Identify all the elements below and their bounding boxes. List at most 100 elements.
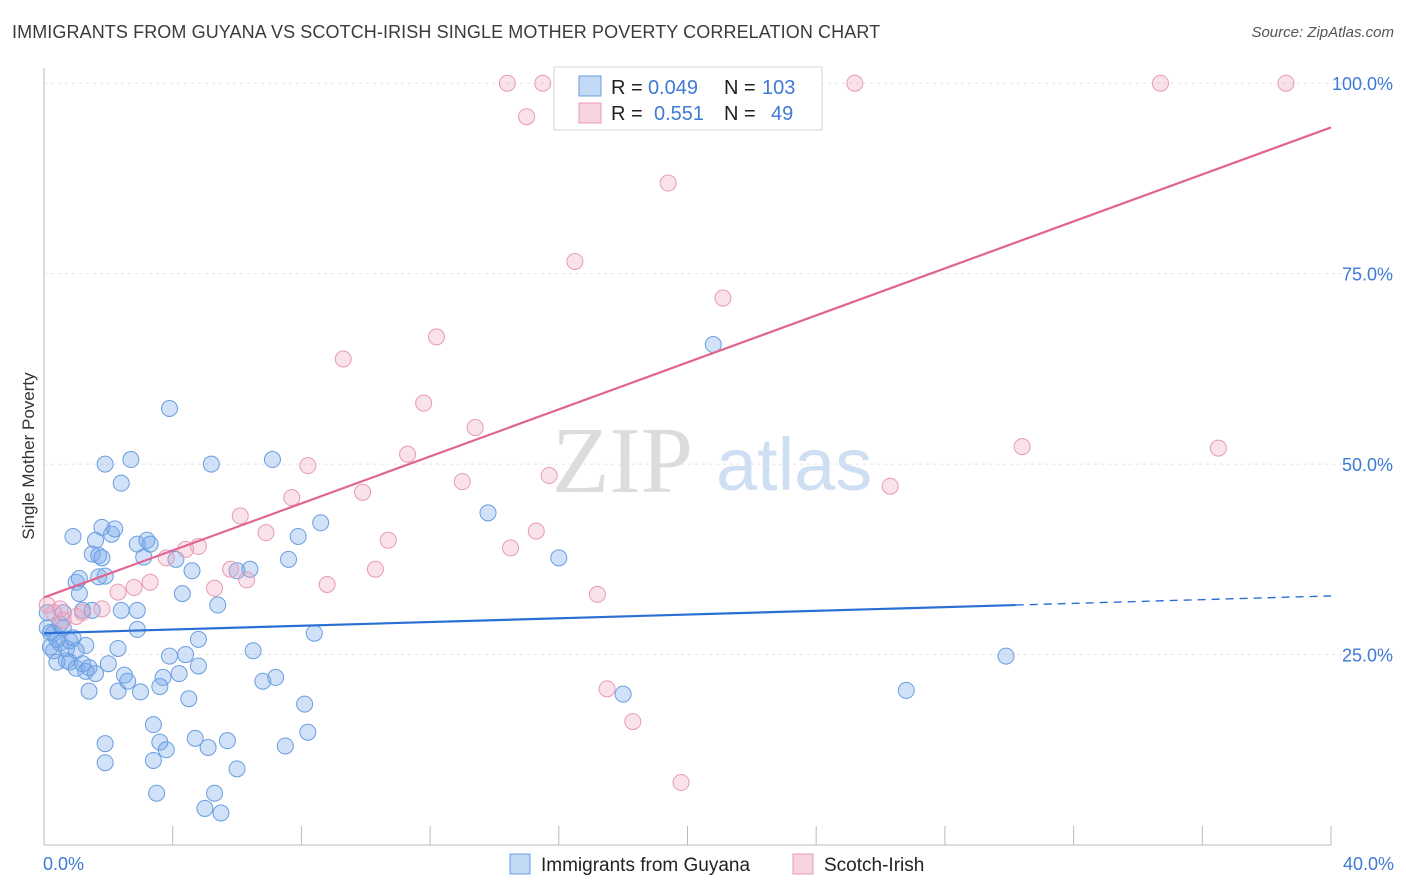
guyana-point-98 bbox=[99, 655, 117, 673]
scotch-irish-point-33 bbox=[527, 522, 545, 540]
guyana-point-102 bbox=[67, 642, 85, 660]
guyana-point-91 bbox=[614, 685, 632, 703]
scotch-irish-point-29 bbox=[466, 419, 484, 437]
legend-frame bbox=[553, 66, 823, 131]
scotch-irish-point-31 bbox=[502, 539, 520, 557]
chart-source: Source: ZipAtlas.com bbox=[1251, 24, 1394, 41]
scotch-irish-point-17 bbox=[257, 524, 275, 542]
scotch-irish-point-2 bbox=[51, 600, 69, 618]
trendline-guyana-extension bbox=[1015, 595, 1332, 606]
guyana-point-74 bbox=[212, 804, 230, 822]
guyana-point-25 bbox=[83, 545, 101, 563]
y-tick-labels: 100.0% 75.0% 50.0% 25.0% bbox=[1332, 74, 1393, 665]
scotch-irish-point-42 bbox=[714, 289, 732, 307]
scotch-irish-point-46 bbox=[1151, 74, 1169, 92]
guyana-point-66 bbox=[186, 729, 204, 747]
guyana-point-87 bbox=[305, 624, 323, 642]
bottom-legend-swatch-scotch-irish bbox=[792, 853, 814, 875]
guyana-point-14 bbox=[64, 527, 82, 545]
scotch-irish-point-47 bbox=[1209, 439, 1227, 457]
scotch-irish-point-24 bbox=[379, 531, 397, 549]
scotch-irish-point-7 bbox=[109, 583, 127, 601]
guyana-point-84 bbox=[289, 527, 307, 545]
scotch-irish-point-37 bbox=[588, 585, 606, 603]
guyana-point-73 bbox=[209, 596, 227, 614]
guyana-point-31 bbox=[93, 518, 111, 536]
guyana-point-47 bbox=[128, 601, 146, 619]
scotch-irish-point-18 bbox=[283, 489, 301, 507]
legend-r-value-guyana: 0.049 bbox=[648, 77, 698, 99]
scotch-irish-point-39 bbox=[624, 713, 642, 731]
guyana-point-94 bbox=[997, 647, 1015, 665]
scotch-irish-point-6 bbox=[93, 600, 111, 618]
scotch-irish-point-19 bbox=[299, 457, 317, 475]
guyana-point-29 bbox=[90, 547, 108, 565]
scotch-irish-point-13 bbox=[206, 579, 224, 597]
guyana-point-68 bbox=[189, 630, 207, 648]
guyana-point-36 bbox=[96, 455, 114, 473]
scotch-irish-point-30 bbox=[498, 74, 516, 92]
legend-r-value-scotch-irish: 0.551 bbox=[654, 103, 704, 125]
guyana-point-80 bbox=[263, 451, 281, 469]
legend-r-label-scotch-irish: R = bbox=[611, 103, 643, 125]
guyana-point-70 bbox=[199, 738, 217, 756]
watermark-zip: ZIP bbox=[552, 409, 693, 513]
scotch-irish-point-14 bbox=[222, 560, 240, 578]
guyana-point-93 bbox=[897, 681, 915, 699]
scotch-irish-point-5 bbox=[74, 604, 92, 622]
bottom-legend-label-scotch-irish: Scotch-Irish bbox=[824, 855, 924, 876]
scotch-irish-point-26 bbox=[415, 394, 433, 412]
guyana-point-38 bbox=[106, 520, 124, 538]
scotch-irish-point-25 bbox=[399, 445, 417, 463]
guyana-point-83 bbox=[280, 550, 298, 568]
y-tick-label-2: 50.0% bbox=[1342, 455, 1393, 475]
guyana-point-63 bbox=[173, 585, 191, 603]
guyana-point-90 bbox=[550, 549, 568, 567]
guyana-point-59 bbox=[160, 647, 178, 665]
trendline-scotch-irish bbox=[43, 126, 1332, 599]
scotch-irish-point-9 bbox=[141, 573, 159, 591]
scotch-irish-point-15 bbox=[231, 507, 249, 525]
series-scotch-irish bbox=[38, 74, 1295, 792]
scotch-irish-point-21 bbox=[334, 350, 352, 368]
guyana-point-18 bbox=[70, 585, 88, 603]
guyana-point-71 bbox=[202, 455, 220, 473]
guyana-point-76 bbox=[228, 760, 246, 778]
scotch-irish-point-8 bbox=[125, 579, 143, 597]
scotch-irish-point-44 bbox=[881, 477, 899, 495]
x-tick-label-max: 40.0% bbox=[1343, 854, 1394, 874]
legend-n-label-scotch-irish: N = bbox=[724, 103, 756, 125]
guyana-point-49 bbox=[132, 683, 150, 701]
guyana-point-99 bbox=[151, 678, 169, 696]
guyana-point-60 bbox=[160, 400, 178, 418]
guyana-point-101 bbox=[254, 672, 272, 690]
x-tick-label-min: 0.0% bbox=[43, 854, 84, 874]
scotch-irish-point-36 bbox=[566, 252, 584, 270]
scotch-irish-point-27 bbox=[428, 328, 446, 346]
guyana-point-54 bbox=[144, 751, 162, 769]
guyana-point-58 bbox=[157, 741, 175, 759]
scotch-irish-point-45 bbox=[1013, 438, 1031, 456]
guyana-point-72 bbox=[206, 784, 224, 802]
guyana-point-64 bbox=[180, 690, 198, 708]
guyana-point-53 bbox=[144, 716, 162, 734]
guyana-point-41 bbox=[112, 474, 130, 492]
guyana-point-32 bbox=[93, 549, 111, 567]
legend-swatch-guyana bbox=[578, 75, 602, 97]
scotch-irish-point-40 bbox=[659, 174, 677, 192]
scotch-irish-point-48 bbox=[1277, 74, 1295, 92]
guyana-point-86 bbox=[299, 723, 317, 741]
series-guyana bbox=[38, 336, 1015, 822]
scotch-irish-point-34 bbox=[534, 74, 552, 92]
guyana-point-85 bbox=[296, 695, 314, 713]
guyana-point-81 bbox=[267, 668, 285, 686]
guyana-point-52 bbox=[141, 535, 159, 553]
y-tick-label-1: 75.0% bbox=[1342, 265, 1393, 285]
guyana-point-65 bbox=[183, 562, 201, 580]
guyana-point-62 bbox=[170, 665, 188, 683]
guyana-point-35 bbox=[96, 754, 114, 772]
guyana-point-42 bbox=[112, 601, 130, 619]
guyana-point-100 bbox=[177, 646, 195, 664]
scotch-irish-point-16 bbox=[238, 571, 256, 589]
